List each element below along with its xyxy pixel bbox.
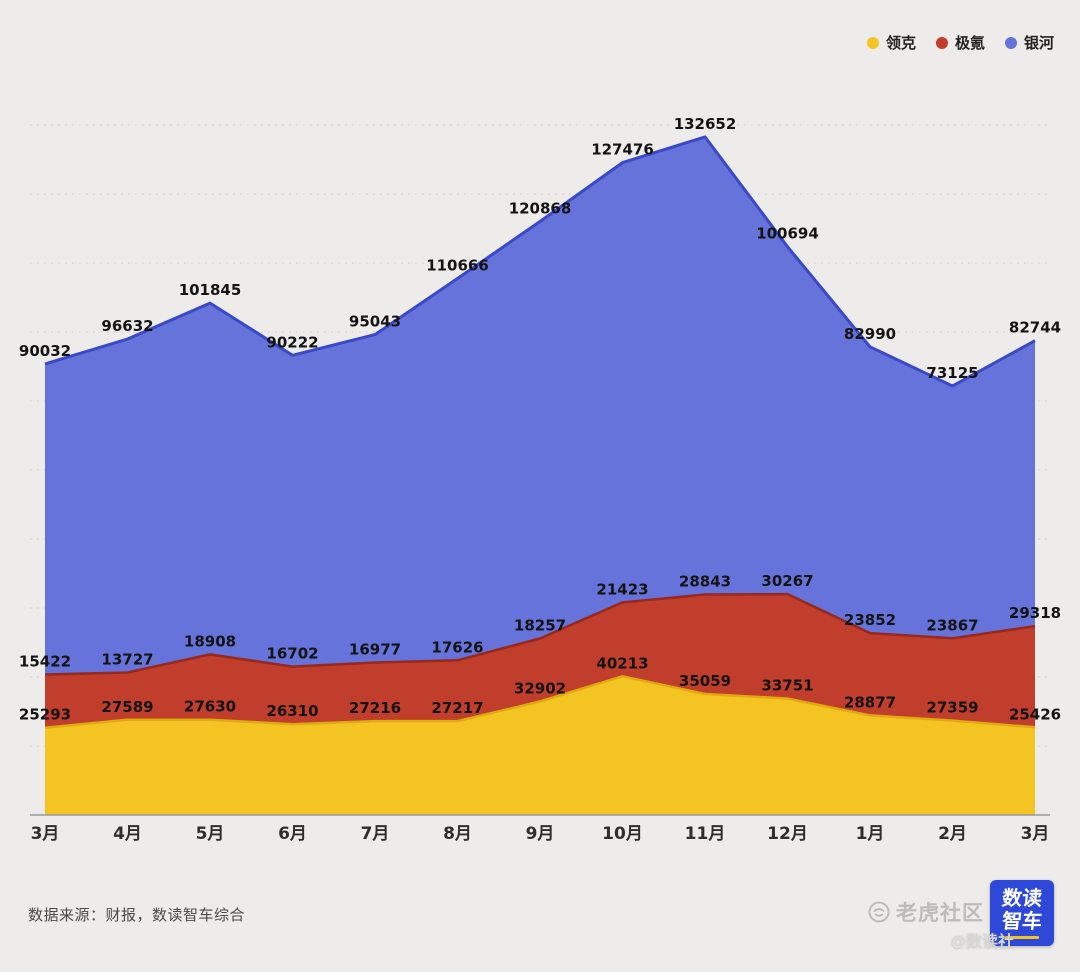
svg-text:5月: 5月 <box>196 824 225 844</box>
svg-text:96632: 96632 <box>101 317 153 335</box>
legend-label-galaxy: 银河 <box>1023 35 1054 52</box>
svg-text:15422: 15422 <box>19 653 71 671</box>
legend-dot-zeekr <box>935 36 948 49</box>
svg-text:1月: 1月 <box>856 824 885 844</box>
svg-text:27589: 27589 <box>101 698 153 716</box>
svg-text:9月: 9月 <box>526 824 555 844</box>
svg-text:23867: 23867 <box>926 616 978 634</box>
svg-text:110666: 110666 <box>426 257 489 275</box>
svg-text:13727: 13727 <box>101 651 153 669</box>
svg-text:73125: 73125 <box>926 364 978 382</box>
legend-label-lynk: 领克 <box>885 35 916 52</box>
stacked-area-chart: 3月 4月 5月 6月 7月 8月 9月 10月 11月 12月 1月 2月 3月 25293 27589 2… <box>19 115 1061 844</box>
svg-text:90222: 90222 <box>266 333 318 351</box>
svg-text:18257: 18257 <box>514 617 566 635</box>
svg-text:6月: 6月 <box>278 824 307 844</box>
svg-text:23852: 23852 <box>844 611 896 629</box>
svg-text:28843: 28843 <box>679 573 731 591</box>
legend-dot-galaxy <box>1004 36 1017 49</box>
svg-text:12月: 12月 <box>767 824 808 844</box>
svg-text:132652: 132652 <box>674 115 737 133</box>
legend-item-zeekr: 极氪 <box>935 32 985 53</box>
svg-text:27217: 27217 <box>431 699 483 717</box>
svg-text:18908: 18908 <box>184 632 236 650</box>
svg-text:127476: 127476 <box>591 141 654 159</box>
svg-text:25293: 25293 <box>19 706 71 724</box>
svg-text:82744: 82744 <box>1009 319 1061 337</box>
svg-text:8月: 8月 <box>443 824 472 844</box>
data-source-note: 数据来源：财报，数读智车综合 <box>28 907 246 924</box>
legend-dot-lynk <box>866 36 879 49</box>
svg-text:33751: 33751 <box>761 677 813 695</box>
author-handle: @数读社 <box>950 934 1014 951</box>
brand-logo-line1: 数读 <box>1000 887 1044 910</box>
svg-text:32902: 32902 <box>514 680 566 698</box>
svg-text:3月: 3月 <box>31 824 60 844</box>
svg-text:30267: 30267 <box>761 572 813 590</box>
brand-logo: 数读 智车 <box>990 880 1054 946</box>
svg-text:100694: 100694 <box>756 225 819 243</box>
svg-text:95043: 95043 <box>349 313 401 331</box>
svg-text:27216: 27216 <box>349 699 401 717</box>
legend: 领克 极氪 银河 <box>866 32 1054 53</box>
svg-text:10月: 10月 <box>602 824 643 844</box>
svg-text:35059: 35059 <box>679 672 731 690</box>
legend-item-lynk: 领克 <box>866 32 916 53</box>
svg-text:82990: 82990 <box>844 325 896 343</box>
svg-text:40213: 40213 <box>596 654 648 672</box>
svg-text:28877: 28877 <box>844 693 896 711</box>
svg-text:27630: 27630 <box>184 698 236 716</box>
svg-text:2月: 2月 <box>938 824 967 844</box>
svg-text:26310: 26310 <box>266 702 318 720</box>
svg-text:21423: 21423 <box>596 580 648 598</box>
brand-logo-accent-bar <box>1005 935 1039 939</box>
svg-text:3月: 3月 <box>1021 824 1050 844</box>
svg-text:7月: 7月 <box>361 824 390 844</box>
svg-text:16977: 16977 <box>349 641 401 659</box>
legend-label-zeekr: 极氪 <box>954 35 985 52</box>
svg-text:16702: 16702 <box>266 645 318 663</box>
svg-text:11月: 11月 <box>685 824 726 844</box>
svg-text:17626: 17626 <box>431 638 483 656</box>
svg-text:120868: 120868 <box>509 200 572 218</box>
tiger-community-label: 老虎社区 <box>896 902 984 925</box>
legend-item-galaxy: 银河 <box>1004 32 1054 53</box>
svg-text:101845: 101845 <box>179 281 242 299</box>
svg-text:90032: 90032 <box>19 342 71 360</box>
svg-text:27359: 27359 <box>926 699 978 717</box>
tiger-icon <box>868 901 890 923</box>
svg-text:29318: 29318 <box>1009 604 1061 622</box>
svg-text:25426: 25426 <box>1009 705 1061 723</box>
svg-text:4月: 4月 <box>113 824 142 844</box>
tiger-community-watermark: 老虎社区 <box>868 897 984 927</box>
